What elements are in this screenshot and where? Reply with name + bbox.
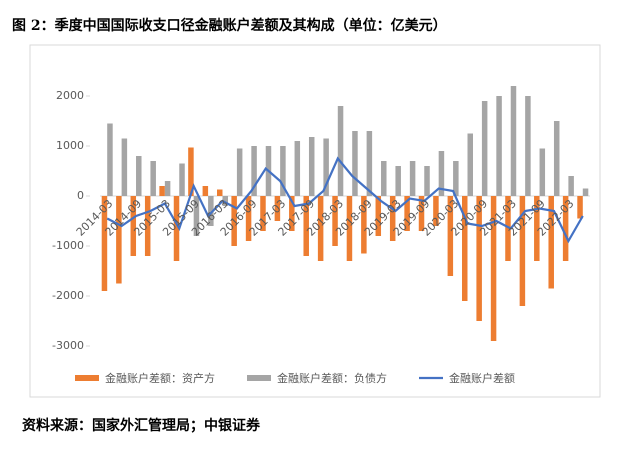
bar: [173, 196, 180, 261]
line: [106, 156, 584, 244]
y-tick-label: 0: [77, 189, 84, 202]
bar: [577, 196, 583, 219]
bar: [231, 196, 237, 246]
bar: [116, 196, 122, 284]
bar: [409, 161, 416, 196]
bar: [389, 196, 396, 241]
bar: [496, 96, 502, 196]
bar: [107, 123, 113, 196]
legend-swatch: [75, 375, 99, 381]
bar: [366, 131, 373, 196]
legend-label: 金融账户差额：资产方: [105, 371, 215, 385]
bar: [144, 196, 151, 256]
bar: [121, 138, 128, 196]
bar: [568, 176, 574, 196]
bar: [303, 196, 309, 256]
bar: [352, 131, 358, 196]
legend-label: 金融账户差额: [449, 371, 515, 385]
chart-title: 图 2：季度中国国际收支口径金融账户差额及其构成（单位：亿美元）: [12, 17, 447, 34]
bar: [164, 181, 171, 196]
bar: [553, 121, 560, 196]
bar: [323, 138, 329, 196]
bar: [481, 101, 488, 196]
bar: [404, 196, 410, 231]
bar: [447, 196, 454, 276]
bar: [101, 196, 108, 291]
bar: [136, 156, 142, 196]
bar: [159, 186, 165, 196]
bar: [289, 196, 295, 231]
bar: [438, 151, 445, 196]
y-tick-label: -1000: [52, 239, 84, 252]
legend-label: 金融账户差额：负债方: [277, 371, 387, 385]
bar: [317, 196, 324, 261]
bar: [525, 96, 531, 196]
bar: [150, 161, 156, 196]
bar: [534, 196, 540, 261]
bar: [453, 161, 459, 196]
bar: [130, 196, 137, 256]
bar: [395, 166, 401, 196]
bar: [433, 196, 439, 226]
bar: [245, 196, 252, 241]
bar: [179, 163, 185, 196]
bar: [476, 196, 482, 321]
bar: [361, 196, 367, 254]
bar: [462, 196, 468, 301]
bar: [274, 196, 281, 221]
bar: [280, 146, 286, 196]
bar: [193, 196, 200, 236]
bar: [251, 146, 257, 196]
bar: [548, 196, 554, 289]
bar: [346, 196, 353, 261]
y-tick-label: -2000: [52, 289, 84, 302]
bar: [562, 196, 569, 261]
y-tick-label: 1000: [56, 139, 84, 152]
bar: [308, 137, 315, 196]
bar: [202, 186, 209, 196]
bar: [375, 196, 382, 236]
bar: [582, 188, 589, 196]
bar: [222, 196, 228, 206]
bar: [424, 166, 430, 196]
bar: [490, 196, 497, 341]
bar: [539, 148, 546, 196]
y-tick-label: -3000: [52, 339, 84, 352]
bar: [381, 161, 387, 196]
bar: [208, 196, 214, 226]
bar: [505, 196, 511, 261]
y-tick-label: 2000: [56, 89, 84, 102]
chart-frame: [29, 44, 601, 398]
bar: [519, 196, 526, 306]
bar: [337, 106, 344, 196]
bar: [510, 86, 517, 196]
bar: [418, 196, 425, 231]
bar: [260, 196, 266, 231]
bar: [188, 147, 194, 196]
bar: [236, 148, 243, 196]
bar: [467, 133, 473, 196]
bar: [217, 189, 223, 196]
bar: [294, 141, 301, 196]
bar: [332, 196, 338, 246]
source: 资料来源：国家外汇管理局；中银证券: [22, 417, 261, 434]
legend-swatch: [247, 375, 271, 381]
